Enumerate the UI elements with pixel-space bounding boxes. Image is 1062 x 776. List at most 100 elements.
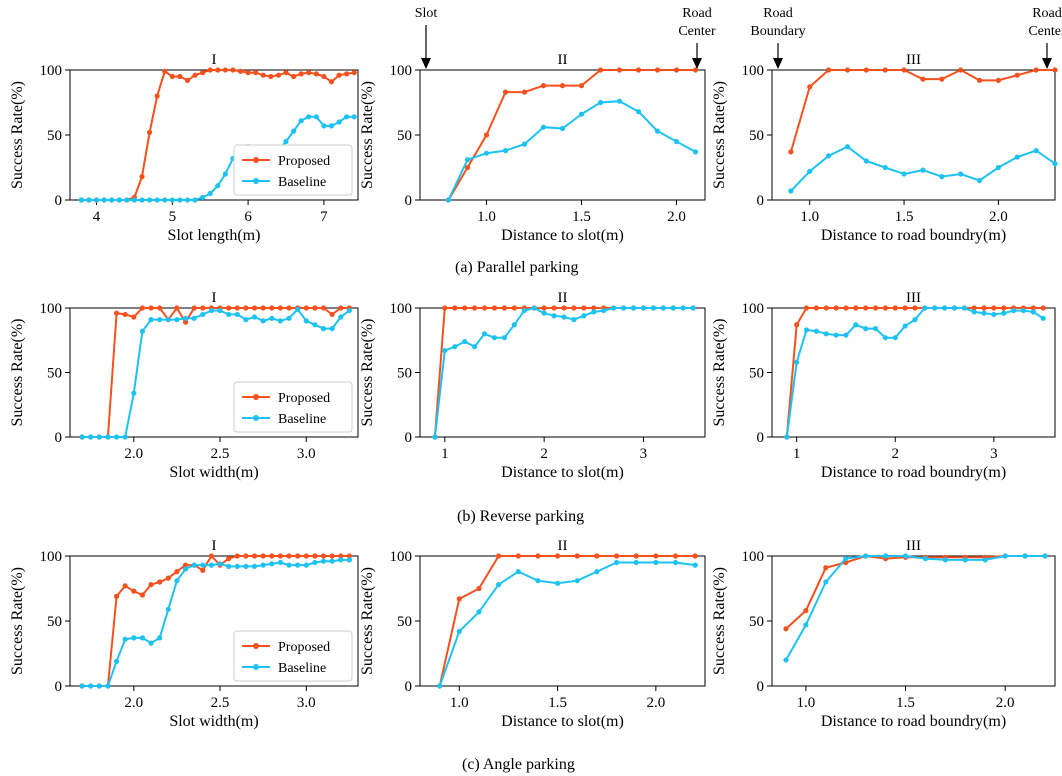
data-point-baseline: [491, 335, 498, 341]
data-point-proposed: [336, 72, 342, 78]
y-tick-label: 100: [390, 63, 413, 79]
x-tick-label: 1: [793, 446, 801, 462]
data-point-proposed: [260, 305, 266, 311]
annotation-right-label: Center: [678, 24, 716, 39]
panel-reverse-II: 0 50 100 1 2 3 II Distance to slot(m) Success Ra…: [359, 290, 706, 481]
data-point-baseline: [148, 317, 154, 323]
data-point-proposed: [901, 67, 907, 73]
data-point-baseline: [321, 123, 327, 129]
y-axis-label: Success Rate(%): [711, 319, 728, 427]
legend-box: [233, 630, 353, 682]
data-point-proposed: [243, 305, 249, 311]
annotation-left-arrow-head: [773, 58, 783, 69]
data-point-proposed: [958, 67, 964, 73]
data-point-proposed: [268, 73, 274, 80]
data-point-proposed: [597, 67, 604, 73]
x-tick-label: 2.0: [124, 446, 143, 462]
data-point-baseline: [277, 318, 283, 324]
data-point-baseline: [882, 553, 889, 559]
data-point-proposed: [561, 305, 567, 311]
data-point-baseline: [551, 313, 557, 319]
data-point-baseline: [1014, 154, 1020, 160]
data-point-proposed: [191, 305, 197, 311]
y-tick-label: 100: [390, 549, 413, 565]
data-point-baseline: [561, 314, 567, 320]
data-point-baseline: [169, 197, 175, 203]
data-point-baseline: [1052, 161, 1058, 167]
data-point-baseline: [971, 309, 977, 315]
data-point-proposed: [207, 67, 213, 73]
data-point-baseline: [260, 318, 266, 324]
data-point-baseline: [594, 569, 600, 575]
y-tick-label: 100: [742, 549, 765, 565]
data-point-proposed: [245, 70, 251, 76]
data-point-proposed: [826, 67, 832, 73]
data-point-baseline: [635, 109, 642, 115]
data-point-proposed: [174, 305, 180, 311]
data-point-proposed: [863, 305, 869, 311]
x-axis-label: Distance to road boundry(m): [821, 713, 1006, 730]
data-point-baseline: [146, 197, 153, 203]
panel-parallel-II: 0 50 100 1.0 1.5 2.0 II Distance to slot(m) Succ…: [359, 6, 716, 244]
data-point-proposed: [260, 72, 266, 78]
data-point-baseline: [442, 347, 448, 354]
data-point-baseline: [843, 332, 849, 338]
x-tick-label: 1: [441, 446, 449, 462]
data-point-proposed: [794, 322, 800, 328]
series-line-baseline: [785, 307, 1044, 438]
data-point-baseline: [124, 197, 130, 203]
legend-swatch-marker: [253, 643, 259, 649]
y-tick-label: 50: [47, 366, 62, 382]
data-point-proposed: [483, 132, 490, 138]
data-point-proposed: [823, 565, 829, 571]
data-point-baseline: [554, 580, 561, 586]
data-point-baseline: [962, 557, 968, 563]
data-point-baseline: [157, 317, 163, 323]
data-point-baseline: [692, 149, 699, 155]
annotation-right-label: Road: [1032, 6, 1062, 21]
data-point-baseline: [653, 559, 659, 566]
data-point-proposed: [200, 305, 206, 311]
data-point-baseline: [191, 562, 197, 568]
data-point-baseline: [531, 305, 537, 311]
data-point-baseline: [591, 309, 597, 315]
y-axis-label: Success Rate(%): [359, 319, 376, 427]
data-point-baseline: [329, 326, 335, 332]
y-tick-label: 50: [397, 366, 412, 382]
data-point-baseline: [109, 197, 115, 203]
x-tick-label: 3: [990, 446, 998, 462]
y-axis-label: Success Rate(%): [9, 81, 26, 189]
x-tick-label: 1.5: [896, 695, 915, 711]
data-point-baseline: [222, 171, 228, 177]
data-point-proposed: [329, 553, 335, 559]
data-point-proposed: [131, 588, 137, 594]
data-point-proposed: [253, 70, 259, 76]
annotation-left: Road Boundary: [750, 6, 806, 69]
data-point-proposed: [237, 68, 244, 74]
y-tick-label: 50: [749, 614, 764, 630]
panel-parallel-I: 0 50 100 4 5 6 7 I Slot length(m) Success Rate(%)…: [9, 52, 359, 244]
annotation-left-arrow-head: [421, 58, 431, 69]
data-point-baseline: [312, 322, 318, 328]
plot-frame: [771, 307, 1056, 438]
data-point-baseline: [630, 305, 637, 311]
data-point-baseline: [182, 566, 189, 572]
data-point-baseline: [833, 332, 839, 338]
data-point-proposed: [182, 319, 189, 325]
data-point-baseline: [942, 557, 948, 563]
data-point-baseline: [277, 559, 283, 566]
data-point-baseline: [872, 326, 879, 332]
legend-label-baseline: Baseline: [278, 412, 326, 427]
data-point-proposed: [803, 305, 810, 311]
data-point-baseline: [476, 609, 482, 615]
data-point-proposed: [148, 305, 154, 311]
data-point-baseline: [882, 335, 888, 341]
data-point-proposed: [521, 89, 528, 95]
data-point-baseline: [295, 306, 301, 312]
legend: Proposed Baseline: [233, 630, 353, 682]
x-axis-label: Distance to slot(m): [501, 713, 624, 730]
panel-parallel-III: 0 50 100 1.0 1.5 2.0 III Distance to road bound…: [711, 6, 1062, 244]
data-point-proposed: [535, 553, 541, 559]
y-tick-label: 50: [47, 614, 62, 630]
legend-swatch-marker: [253, 157, 259, 163]
